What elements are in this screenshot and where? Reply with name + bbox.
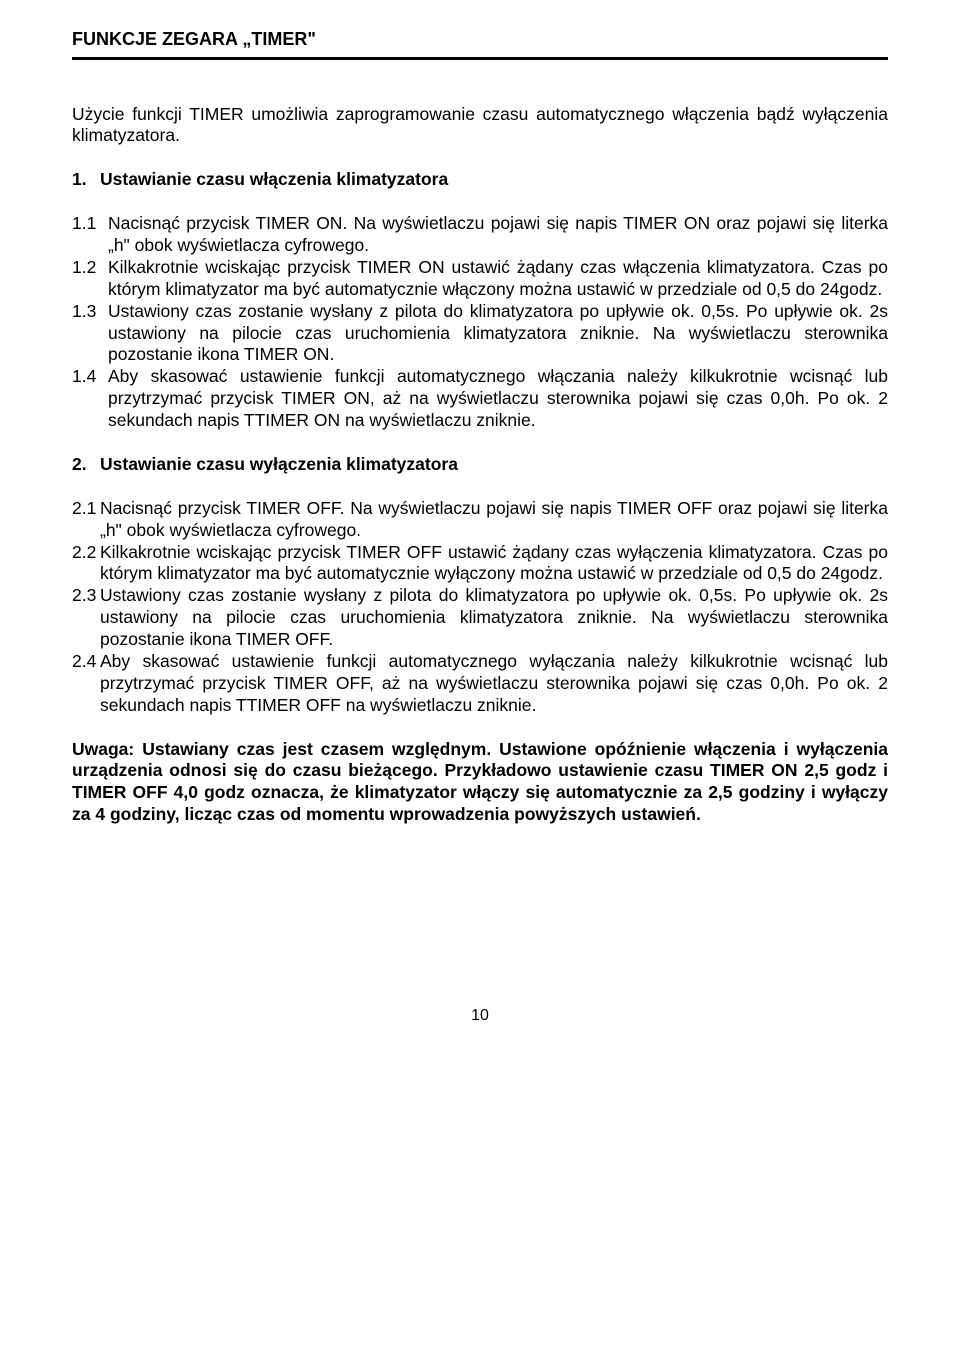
page-number: 10 [72, 1006, 888, 1026]
item-number: 2.3 [72, 585, 100, 607]
item-number: 1.3 [72, 301, 108, 323]
list-item: 2.1Nacisnąć przycisk TIMER OFF. Na wyświ… [72, 498, 888, 542]
list-item: 2.3Ustawiony czas zostanie wysłany z pil… [72, 585, 888, 651]
item-text: Aby skasować ustawienie funkcji automaty… [100, 651, 888, 715]
item-text: Kilkakrotnie wciskając przycisk TIMER OF… [100, 542, 888, 584]
title-rule [72, 57, 888, 60]
item-text: Nacisnąć przycisk TIMER ON. Na wyświetla… [108, 213, 888, 255]
section1-heading: 1.Ustawianie czasu włączenia klimatyzato… [72, 169, 888, 191]
item-number: 2.1 [72, 498, 100, 520]
item-text: Aby skasować ustawienie funkcji automaty… [108, 366, 888, 430]
section1-list: 1.1Nacisnąć przycisk TIMER ON. Na wyświe… [72, 213, 888, 432]
section1-heading-text: Ustawianie czasu włączenia klimatyzatora [100, 169, 448, 189]
item-text: Kilkakrotnie wciskając przycisk TIMER ON… [108, 257, 888, 299]
note-paragraph: Uwaga: Ustawiany czas jest czasem względ… [72, 739, 888, 827]
section2-number: 2. [72, 454, 100, 476]
section2-heading-text: Ustawianie czasu wyłączenia klimatyzator… [100, 454, 458, 474]
item-text: Ustawiony czas zostanie wysłany z pilota… [100, 585, 888, 649]
item-number: 2.2 [72, 542, 100, 564]
list-item: 2.2Kilkakrotnie wciskając przycisk TIMER… [72, 542, 888, 586]
list-item: 2.4Aby skasować ustawienie funkcji autom… [72, 651, 888, 717]
section1-number: 1. [72, 169, 100, 191]
item-number: 1.2 [72, 257, 108, 279]
document-title: FUNKCJE ZEGARA „TIMER" [72, 28, 888, 51]
item-text: Nacisnąć przycisk TIMER OFF. Na wyświetl… [100, 498, 888, 540]
list-item: 1.1Nacisnąć przycisk TIMER ON. Na wyświe… [72, 213, 888, 257]
intro-paragraph: Użycie funkcji TIMER umożliwia zaprogram… [72, 104, 888, 148]
list-item: 1.3Ustawiony czas zostanie wysłany z pil… [72, 301, 888, 367]
list-item: 1.2Kilkakrotnie wciskając przycisk TIMER… [72, 257, 888, 301]
item-number: 2.4 [72, 651, 100, 673]
item-number: 1.4 [72, 366, 108, 388]
section2-list: 2.1Nacisnąć przycisk TIMER OFF. Na wyświ… [72, 498, 888, 717]
item-number: 1.1 [72, 213, 108, 235]
list-item: 1.4Aby skasować ustawienie funkcji autom… [72, 366, 888, 432]
item-text: Ustawiony czas zostanie wysłany z pilota… [108, 301, 888, 365]
section2-heading: 2.Ustawianie czasu wyłączenia klimatyzat… [72, 454, 888, 476]
